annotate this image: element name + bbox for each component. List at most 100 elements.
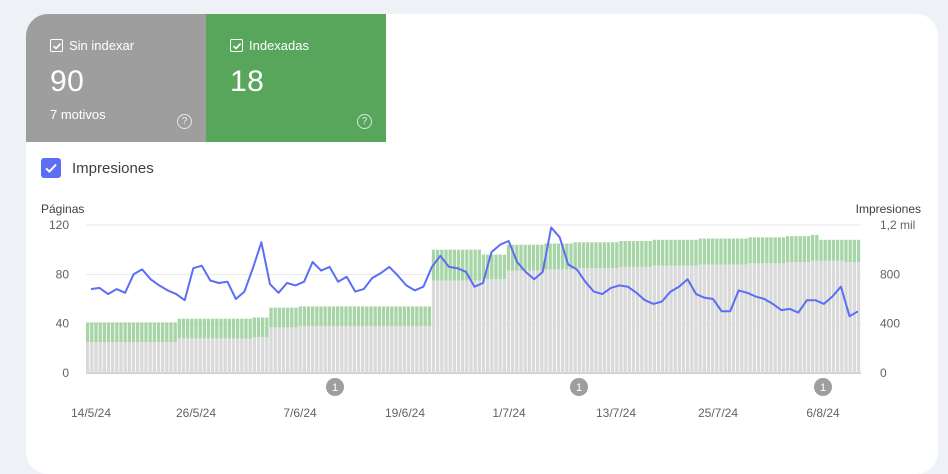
x-tick-label: 25/7/24 [698, 406, 738, 420]
bar-indexed [827, 239, 831, 261]
checkbox-icon[interactable] [50, 39, 63, 52]
bar-not-indexed [811, 260, 815, 373]
bar-indexed [461, 249, 465, 281]
bar-indexed [361, 306, 365, 327]
bar-not-indexed [144, 342, 148, 373]
bar-indexed [115, 322, 119, 343]
bar-not-indexed [336, 326, 340, 373]
bar-not-indexed [448, 280, 452, 373]
bar-not-indexed [211, 338, 215, 373]
bar-not-indexed [481, 279, 486, 373]
bar-indexed [819, 239, 823, 261]
bar-indexed [681, 239, 686, 266]
not-indexed-label: Sin indexar [69, 38, 135, 53]
bar-not-indexed [677, 265, 681, 373]
coverage-chart: 120 1,2 mil 80 800 40 400 0 0 Páginas Impresiones… [41, 202, 921, 420]
bar-indexed [727, 238, 731, 265]
bar-indexed [94, 322, 98, 343]
bar-indexed [256, 317, 261, 338]
bar-not-indexed [631, 266, 636, 373]
bar-indexed [281, 307, 286, 328]
bar-indexed [186, 318, 190, 339]
right-tick-label: 0 [880, 366, 887, 380]
bar-indexed [586, 242, 590, 269]
bar-not-indexed [381, 326, 386, 373]
bar-indexed [336, 306, 340, 327]
bar-not-indexed [265, 337, 269, 373]
bar-not-indexed [465, 280, 469, 373]
bar-indexed [806, 236, 811, 262]
bar-indexed [523, 244, 527, 271]
bar-indexed [106, 322, 111, 343]
bar-indexed [506, 244, 511, 271]
bar-not-indexed [594, 268, 598, 373]
bar-indexed [190, 318, 194, 339]
bar-not-indexed [294, 327, 298, 373]
bar-indexed [715, 238, 719, 265]
bar-indexed [131, 322, 136, 343]
bar-not-indexed [202, 338, 206, 373]
bar-indexed [527, 244, 531, 271]
right-tick-label: 400 [880, 317, 900, 331]
bar-indexed [452, 249, 456, 281]
bar-indexed [173, 322, 177, 343]
help-circle-icon[interactable]: ? [357, 114, 372, 129]
indexed-tile[interactable]: Indexadas 18 ? [206, 14, 386, 142]
bar-indexed [444, 249, 448, 281]
bar-not-indexed [690, 265, 694, 373]
bar-not-indexed [194, 338, 198, 373]
bar-indexed [373, 306, 377, 327]
bar-not-indexed [561, 269, 565, 373]
annotation-marker [814, 378, 832, 396]
bar-indexed [423, 306, 427, 327]
bar-not-indexed [356, 326, 361, 373]
bar-not-indexed [719, 264, 723, 373]
bar-indexed [661, 239, 665, 266]
bar-indexed [656, 239, 661, 266]
bar-not-indexed [177, 338, 181, 373]
impressions-toggle[interactable]: Impresiones [41, 158, 154, 178]
bar-not-indexed [261, 337, 265, 373]
bar-not-indexed [686, 265, 690, 373]
bar-not-indexed [556, 269, 561, 373]
left-tick-label: 0 [62, 366, 69, 380]
bar-not-indexed [819, 260, 823, 373]
bar-indexed [606, 242, 611, 269]
bar-indexed [540, 244, 544, 271]
bar-not-indexed [519, 270, 523, 373]
bar-indexed [552, 243, 556, 270]
help-circle-icon[interactable]: ? [177, 114, 192, 129]
bar-indexed [802, 236, 806, 262]
bar-not-indexed [169, 342, 173, 373]
not-indexed-tile[interactable]: Sin indexar 90 7 motivos ? [26, 14, 206, 142]
bar-indexed [440, 249, 444, 281]
bar-not-indexed [256, 337, 261, 373]
left-axis-title: Páginas [41, 202, 84, 216]
bar-indexed [465, 249, 469, 281]
bar-indexed [744, 238, 748, 265]
bar-not-indexed [827, 260, 831, 373]
bar-indexed [631, 241, 636, 267]
bar-indexed [473, 249, 477, 281]
bar-not-indexed [656, 265, 661, 373]
bar-indexed [98, 322, 102, 343]
bar-not-indexed [790, 262, 794, 373]
bar-indexed [327, 306, 331, 327]
bar-indexed [765, 237, 769, 264]
bar-not-indexed [715, 264, 719, 373]
bar-not-indexed [94, 342, 98, 373]
bar-not-indexed [836, 260, 840, 373]
bar-indexed [831, 239, 836, 261]
impressions-checkbox[interactable] [41, 158, 61, 178]
bar-indexed [711, 238, 715, 265]
bar-not-indexed [273, 327, 277, 373]
bar-indexed [344, 306, 348, 327]
bar-not-indexed [406, 326, 411, 373]
bar-not-indexed [152, 342, 156, 373]
bar-indexed [531, 244, 536, 271]
bar-indexed [706, 238, 711, 265]
bar-indexed [623, 241, 627, 267]
checkbox-icon[interactable] [230, 39, 243, 52]
bar-not-indexed [577, 268, 581, 373]
bar-not-indexed [102, 342, 106, 373]
